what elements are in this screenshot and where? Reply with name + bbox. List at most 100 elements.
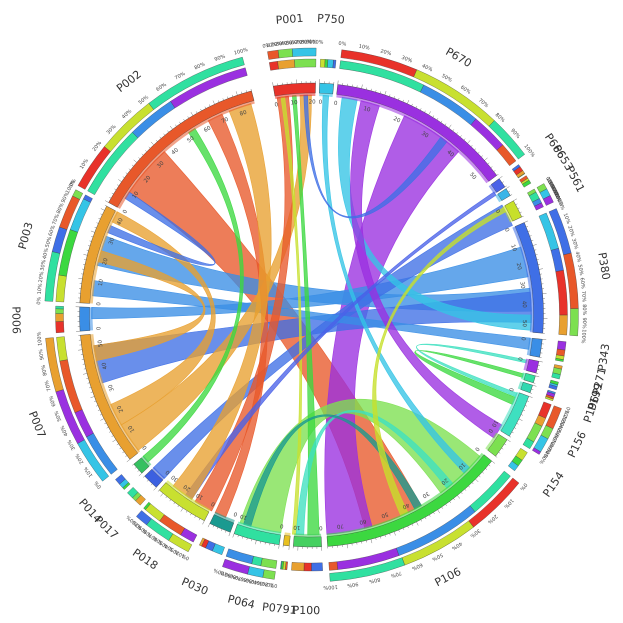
- tick-mark: [534, 249, 537, 251]
- tick-label: 20: [392, 116, 401, 125]
- tick-mark: [521, 215, 524, 218]
- segment-stripe-P018: [165, 480, 211, 512]
- tick-mark: [481, 155, 483, 158]
- tick-mark: [389, 533, 391, 536]
- tick-mark: [370, 539, 373, 544]
- percent-tick-label: 20%: [74, 452, 85, 465]
- percent-tick-label: 90%: [131, 519, 144, 531]
- tick-label: 30: [170, 473, 180, 482]
- tick-label: 20: [515, 262, 523, 271]
- tick-mark: [511, 431, 514, 434]
- tick-label: 50: [468, 172, 477, 182]
- tick-mark: [464, 489, 467, 491]
- segment-P002[interactable]: [108, 90, 255, 208]
- percent-band-inner-P154: [508, 460, 519, 472]
- tick-mark: [535, 375, 540, 378]
- tick-label: 40: [521, 301, 527, 309]
- tick-mark: [499, 176, 503, 179]
- percent-tick-label: 70%: [546, 437, 557, 450]
- percent-tick-label: 30%: [251, 578, 263, 586]
- tick-mark: [160, 493, 164, 497]
- percent-tick-label: 90%: [581, 317, 587, 329]
- percent-band-inner-P001: [294, 58, 317, 68]
- percent-tick-label: 30%: [469, 527, 482, 539]
- percent-tick-label: 10%: [544, 176, 555, 189]
- tick-mark: [145, 150, 147, 152]
- tick-mark: [237, 535, 239, 538]
- percent-band-outer-P001: [277, 48, 293, 59]
- segment-P0791[interactable]: [283, 535, 291, 547]
- tick-mark: [477, 151, 480, 154]
- percent-tick-label: 20%: [92, 140, 104, 153]
- tick-mark: [95, 405, 98, 407]
- tick-mark: [467, 140, 471, 144]
- percent-tick-label: 50%: [53, 409, 63, 422]
- tick-mark: [517, 207, 520, 209]
- segment-stripe-P666: [488, 184, 497, 195]
- percent-tick-label: 100%: [553, 192, 565, 208]
- tick-label: 30: [420, 131, 430, 140]
- tick-mark: [441, 506, 443, 509]
- chord-link-9[interactable]: [194, 95, 294, 512]
- percent-tick-label: 20%: [558, 414, 568, 427]
- percent-tick-label: 80%: [552, 190, 562, 203]
- percent-tick-label: 10%: [79, 158, 90, 171]
- percent-tick-label: 10%: [37, 283, 44, 295]
- segment-P100[interactable]: [293, 536, 322, 548]
- percent-tick-label: 10%: [562, 212, 572, 225]
- tick-mark: [513, 198, 518, 201]
- chord-link-5[interactable]: [152, 204, 513, 479]
- tick-mark: [235, 91, 238, 96]
- tick-mark: [109, 197, 112, 199]
- segment-stripe-P064: [237, 521, 282, 535]
- percent-tick-label: 100%: [36, 331, 43, 346]
- tick-label: 0: [96, 326, 102, 330]
- percent-tick-label: 10%: [266, 42, 278, 50]
- percent-band-outer-P064: [247, 566, 265, 578]
- tick-mark: [159, 136, 162, 139]
- tick-mark: [78, 278, 83, 280]
- segment-P750[interactable]: [319, 82, 334, 95]
- tick-label: 20: [143, 175, 152, 185]
- segment-P006[interactable]: [79, 306, 91, 332]
- percent-tick-label: 10%: [262, 580, 274, 588]
- tick-mark: [478, 475, 481, 478]
- tick-mark: [468, 485, 470, 488]
- percent-tick-label: 80%: [56, 202, 66, 215]
- tick-mark: [436, 118, 439, 120]
- tick-mark: [420, 519, 422, 522]
- tick-mark: [111, 192, 114, 195]
- percent-band-inner-P006: [55, 313, 64, 322]
- tick-mark: [526, 226, 529, 228]
- segment-label-P003: P003: [16, 221, 36, 251]
- percent-tick-label: 90%: [38, 348, 46, 360]
- percent-tick-label: 10%: [83, 465, 94, 478]
- tick-label: 20: [309, 99, 317, 105]
- percent-tick-label: 100%: [309, 39, 324, 45]
- tick-mark: [375, 90, 377, 93]
- tick-mark: [225, 530, 227, 533]
- percent-band-inner-P003: [83, 194, 93, 203]
- segment-label-P380: P380: [595, 251, 612, 280]
- segment-P199[interactable]: [523, 372, 536, 384]
- percent-tick-label: 90%: [306, 39, 317, 45]
- percent-tick-label: 0%: [557, 202, 566, 212]
- percent-tick-label: 0%: [338, 41, 347, 48]
- percent-band-inner-P100: [291, 562, 305, 572]
- tick-mark: [460, 135, 462, 138]
- tick-mark: [528, 396, 533, 398]
- percent-tick-label: 40%: [157, 538, 170, 549]
- percent-tick-label: 30%: [40, 259, 48, 271]
- segment-label-P750: P750: [317, 12, 345, 27]
- percent-band-outer-P002: [148, 56, 245, 110]
- tick-mark: [150, 141, 154, 146]
- percent-band-outer-P003: [72, 189, 84, 200]
- segment-label-P007: P007: [26, 409, 48, 439]
- percent-tick-label: 0%: [181, 552, 191, 561]
- tick-mark: [83, 254, 88, 256]
- percent-tick-label: 60%: [48, 395, 57, 408]
- tick-label: 80: [239, 110, 248, 118]
- percent-tick-label: 60%: [235, 574, 248, 583]
- tick-label: 0: [494, 209, 501, 215]
- percent-band-inner-P271: [551, 372, 561, 380]
